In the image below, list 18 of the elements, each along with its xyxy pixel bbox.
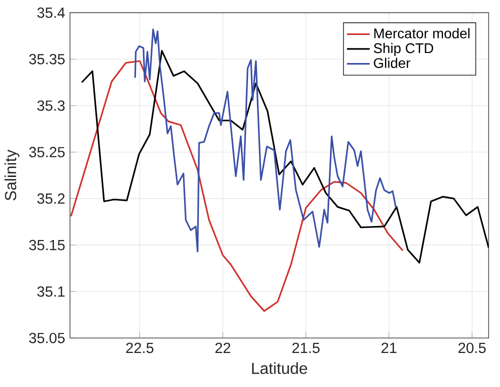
y-tick-label: 35.3 — [37, 100, 65, 111]
y-tick-label: 35.35 — [29, 54, 65, 64]
y-tick-label: 35.2 — [37, 193, 65, 204]
x-tick-label: 22.5 — [126, 342, 154, 354]
legend-label: Ship CTD — [374, 42, 434, 56]
x-tick-label: 21 — [382, 342, 396, 353]
y-axis-title: Salinity — [4, 150, 20, 200]
y-tick-label: 35.25 — [29, 146, 65, 158]
legend-label: Mercator model — [374, 28, 470, 38]
y-tick-label: 35.4 — [37, 8, 65, 18]
x-tick-label: 22 — [215, 342, 230, 353]
y-tick-label: 35.1 — [37, 286, 65, 297]
x-tick-label: 20.5 — [458, 342, 486, 354]
x-axis-title: Latitude — [252, 362, 308, 374]
y-tick-label: 35.15 — [29, 240, 65, 250]
y-tick-label: 35.05 — [29, 332, 65, 344]
x-tick-label: 21.5 — [292, 342, 320, 354]
legend-label: Glider — [374, 58, 410, 68]
